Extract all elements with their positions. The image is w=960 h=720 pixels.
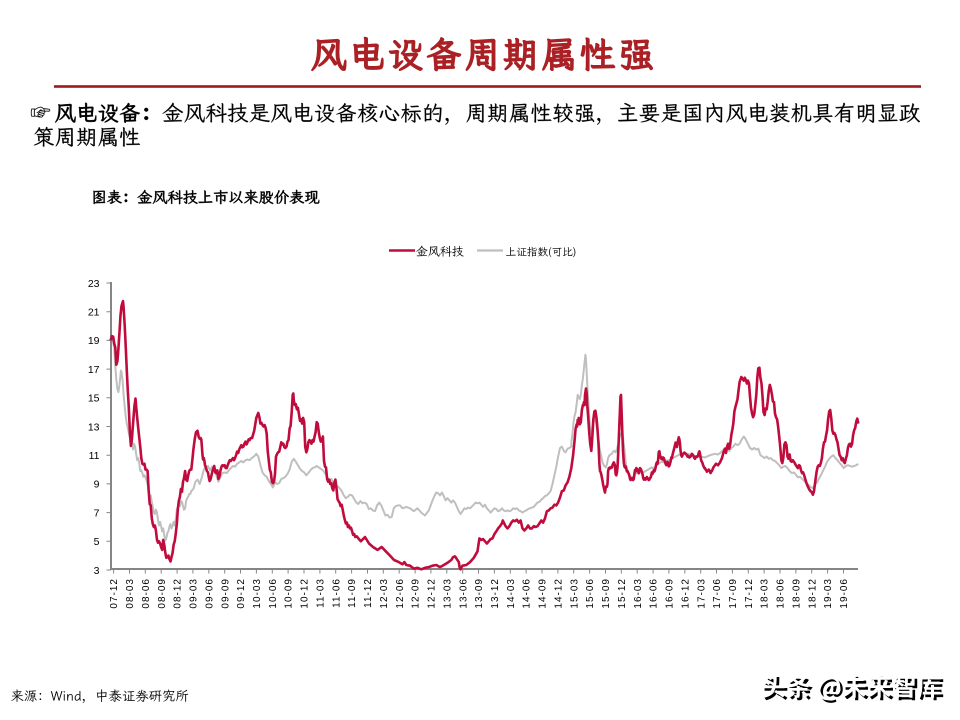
svg-text:11-03: 11-03 bbox=[316, 578, 327, 608]
svg-text:11-06: 11-06 bbox=[331, 578, 342, 608]
svg-text:11: 11 bbox=[89, 450, 100, 462]
svg-text:19-03: 19-03 bbox=[823, 578, 834, 609]
svg-text:17-12: 17-12 bbox=[744, 578, 755, 609]
svg-text:19: 19 bbox=[88, 335, 100, 347]
svg-text:19-06: 19-06 bbox=[839, 578, 850, 609]
svg-text:13-09: 13-09 bbox=[474, 578, 485, 609]
svg-text:07-12: 07-12 bbox=[109, 578, 120, 609]
svg-text:13-12: 13-12 bbox=[490, 578, 501, 609]
svg-text:08-12: 08-12 bbox=[173, 578, 184, 609]
svg-text:10-12: 10-12 bbox=[300, 578, 311, 609]
svg-text:18-09: 18-09 bbox=[792, 578, 803, 609]
svg-text:23: 23 bbox=[88, 278, 100, 290]
svg-text:9: 9 bbox=[94, 479, 100, 491]
svg-text:12-12: 12-12 bbox=[427, 578, 438, 609]
svg-text:13-03: 13-03 bbox=[442, 578, 453, 609]
svg-text:18-06: 18-06 bbox=[776, 578, 787, 609]
svg-text:11-09: 11-09 bbox=[347, 578, 358, 608]
svg-text:14-06: 14-06 bbox=[522, 578, 533, 609]
svg-text:14-09: 14-09 bbox=[538, 578, 549, 609]
svg-text:09-03: 09-03 bbox=[189, 578, 200, 609]
svg-text:17: 17 bbox=[88, 364, 100, 376]
svg-text:15-09: 15-09 bbox=[601, 578, 612, 609]
svg-text:09-06: 09-06 bbox=[204, 578, 215, 609]
svg-text:10-03: 10-03 bbox=[252, 578, 263, 609]
svg-text:12-03: 12-03 bbox=[379, 578, 390, 609]
svg-text:18-12: 18-12 bbox=[807, 578, 818, 609]
svg-text:5: 5 bbox=[94, 536, 100, 548]
svg-text:3: 3 bbox=[94, 565, 100, 577]
svg-text:15-06: 15-06 bbox=[585, 578, 596, 609]
svg-text:10-09: 10-09 bbox=[284, 578, 295, 609]
svg-text:08-09: 08-09 bbox=[157, 578, 168, 609]
svg-text:7: 7 bbox=[94, 507, 100, 519]
svg-text:12-06: 12-06 bbox=[395, 578, 406, 609]
svg-text:14-03: 14-03 bbox=[506, 578, 517, 609]
svg-text:09-09: 09-09 bbox=[220, 578, 231, 609]
svg-text:16-06: 16-06 bbox=[649, 578, 660, 609]
svg-text:15-03: 15-03 bbox=[569, 578, 580, 609]
svg-text:13-06: 13-06 bbox=[458, 578, 469, 609]
svg-text:15: 15 bbox=[88, 393, 100, 405]
svg-text:14-12: 14-12 bbox=[554, 578, 565, 609]
svg-text:17-06: 17-06 bbox=[712, 578, 723, 609]
svg-text:16-03: 16-03 bbox=[633, 578, 644, 609]
svg-text:13: 13 bbox=[88, 421, 100, 433]
svg-text:11-12: 11-12 bbox=[363, 578, 374, 608]
svg-text:09-12: 09-12 bbox=[236, 578, 247, 609]
svg-text:17-03: 17-03 bbox=[696, 578, 707, 609]
svg-text:16-09: 16-09 bbox=[665, 578, 676, 609]
svg-text:21: 21 bbox=[88, 307, 100, 319]
svg-text:17-09: 17-09 bbox=[728, 578, 739, 609]
svg-text:16-12: 16-12 bbox=[680, 578, 691, 609]
svg-text:10-06: 10-06 bbox=[268, 578, 279, 609]
svg-text:18-03: 18-03 bbox=[760, 578, 771, 609]
svg-text:12-09: 12-09 bbox=[411, 578, 422, 609]
svg-text:08-03: 08-03 bbox=[125, 578, 136, 609]
svg-text:15-12: 15-12 bbox=[617, 578, 628, 609]
svg-text:08-06: 08-06 bbox=[141, 578, 152, 609]
